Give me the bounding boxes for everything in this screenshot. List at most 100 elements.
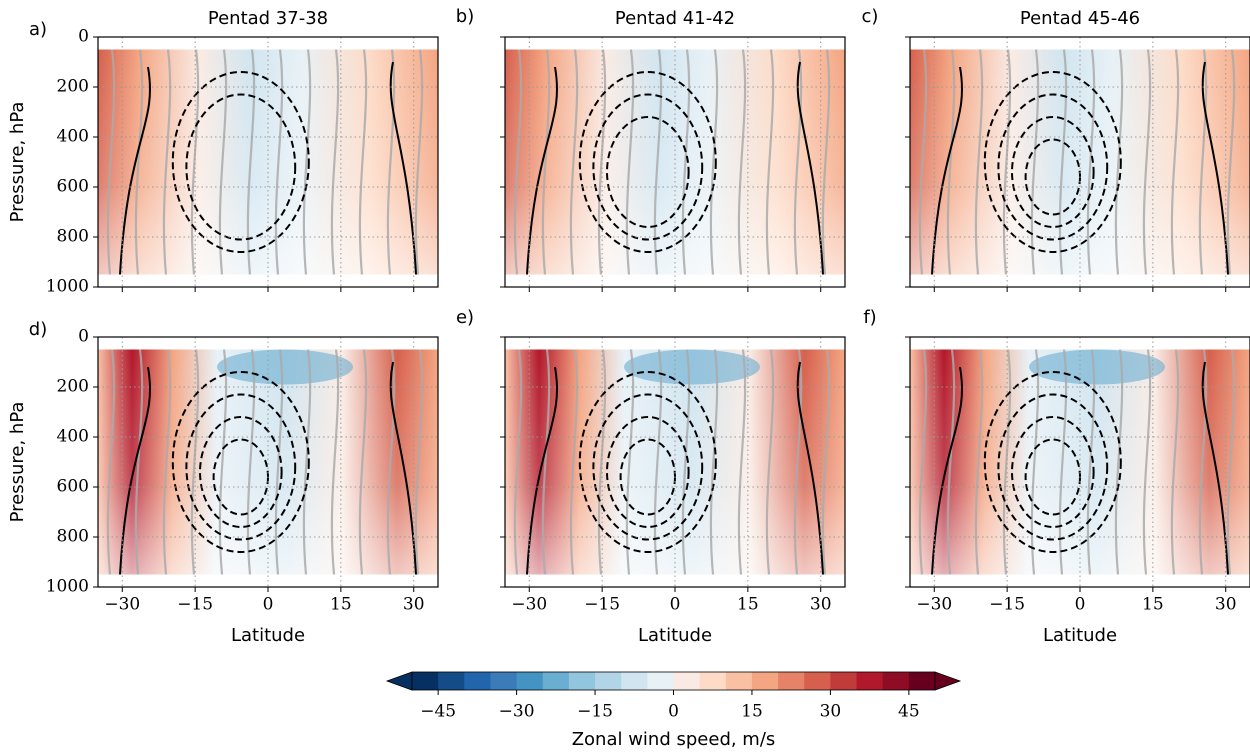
colorbar-swatch	[412, 672, 439, 690]
x-tick-label: 30	[810, 595, 832, 615]
contour-dashed	[983, 71, 1122, 253]
streamline	[414, 49, 424, 275]
contour-solid	[526, 366, 558, 575]
streamline	[765, 349, 775, 575]
colorbar-swatch	[516, 672, 544, 690]
streamline	[946, 349, 956, 575]
colorbar-swatch	[621, 672, 648, 690]
streamline	[737, 49, 747, 275]
streamline	[1086, 49, 1096, 275]
contour-solid	[931, 366, 963, 575]
streamline	[541, 349, 551, 575]
panel-label: e)	[456, 307, 474, 328]
streamline	[1170, 49, 1180, 275]
panel-label: c)	[862, 6, 879, 27]
x-tick-label: −30	[916, 595, 952, 615]
y-tick-label: 600	[57, 177, 89, 197]
streamline	[1086, 349, 1096, 575]
y-axis-label: Pressure, hPa	[7, 102, 28, 223]
colorbar-extend	[385, 671, 413, 691]
x-tick-label: 0	[670, 595, 681, 615]
colorbar-swatch	[595, 672, 622, 690]
x-tick-label: 15	[330, 595, 352, 615]
x-tick-label: −15	[177, 595, 213, 615]
streamline	[302, 49, 312, 275]
x-axis-label: Latitude	[638, 625, 712, 646]
contour-solid	[1201, 61, 1229, 275]
streamline	[274, 49, 284, 275]
colorbar-swatch	[647, 672, 674, 690]
contour-solid	[796, 361, 824, 575]
streamline	[1002, 349, 1012, 575]
colorbar-swatch	[856, 672, 884, 690]
colorbar-swatch	[778, 672, 805, 690]
colorbar-swatch	[542, 672, 570, 690]
contour-solid	[119, 66, 151, 275]
contour-dashed	[171, 71, 310, 253]
colorbar-label: Zonal wind speed, m/s	[572, 729, 776, 750]
contour-dashed	[1011, 416, 1095, 528]
y-tick-label: 400	[57, 427, 89, 447]
streamline	[793, 349, 803, 575]
colorbar-swatch	[751, 672, 779, 690]
streamline	[106, 49, 116, 275]
panel-label: a)	[29, 19, 47, 40]
y-tick-label: 1000	[46, 577, 89, 597]
streamline	[709, 349, 719, 575]
x-tick-label: −30	[511, 595, 547, 615]
y-tick-label: 200	[57, 77, 89, 97]
contour-dashed	[199, 416, 283, 528]
contour-dashed	[592, 93, 704, 241]
colorbar-tick-label: −15	[577, 702, 613, 722]
colorbar-swatch	[699, 672, 727, 690]
streamline	[358, 49, 368, 275]
streamline	[513, 49, 523, 275]
colorbar-swatch	[804, 672, 831, 690]
y-axis-label: Pressure, hPa	[7, 402, 28, 523]
panel: 0 200 400 600 800 1000 Pentad 37-38 Pressure, h…	[7, 8, 439, 297]
colorbar-tick-label: 0	[668, 702, 679, 722]
x-tick-label: 0	[1075, 595, 1086, 615]
streamline	[1226, 49, 1236, 275]
x-tick-label: 15	[1142, 595, 1164, 615]
x-axis-label: Latitude	[231, 625, 305, 646]
colorbar-tick-label: 15	[741, 702, 763, 722]
streamline	[793, 49, 803, 275]
colorbar-swatch	[490, 672, 518, 690]
streamline	[134, 349, 144, 575]
streamline	[541, 49, 551, 275]
panel-label: f)	[863, 307, 876, 328]
streamline	[330, 349, 340, 575]
contour-dashed	[578, 371, 717, 553]
colorbar-tick-label: 30	[820, 702, 842, 722]
contour-dashed	[606, 416, 690, 528]
y-tick-label: 800	[57, 227, 89, 247]
colorbar-swatch	[725, 672, 753, 690]
panel-title: Pentad 37-38	[208, 8, 328, 29]
panel-label: b)	[456, 6, 474, 27]
streamline	[1142, 49, 1152, 275]
contour-solid	[1201, 361, 1229, 575]
y-tick-label: 800	[57, 527, 89, 547]
streamline	[106, 349, 116, 575]
contour-dashed	[1011, 116, 1095, 228]
y-tick-label: 0	[78, 327, 89, 347]
colorbar-swatch	[438, 672, 465, 690]
streamline	[1114, 49, 1124, 275]
y-tick-label: 400	[57, 127, 89, 147]
x-tick-label: 30	[1215, 595, 1237, 615]
panel: Pentad 41-42 b)	[456, 6, 846, 292]
contour-solid	[526, 66, 558, 275]
contour-dashed	[983, 371, 1122, 553]
panel-title: Pentad 45-46	[1020, 8, 1140, 29]
contour-dashed	[171, 371, 310, 553]
colorbar-swatch	[830, 672, 858, 690]
streamline	[918, 49, 928, 275]
contour-solid	[931, 66, 963, 275]
streamline	[681, 349, 691, 575]
streamline	[974, 349, 984, 575]
contour-dashed	[578, 71, 717, 253]
contour-dashed	[997, 93, 1109, 241]
streamline	[1198, 349, 1208, 575]
streamline	[1142, 349, 1152, 575]
